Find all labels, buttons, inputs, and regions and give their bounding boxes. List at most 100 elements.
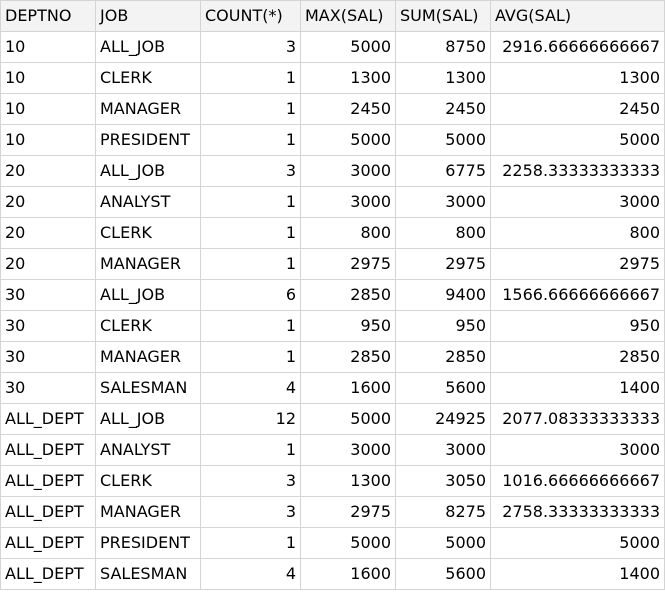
cell-sum-sal[interactable]: 2850 — [395, 341, 491, 373]
cell-count[interactable]: 1 — [200, 248, 301, 280]
table-row[interactable]: 30 CLERK 1 950 950 950 — [0, 310, 665, 342]
cell-job[interactable]: PRESIDENT — [95, 124, 201, 156]
cell-deptno[interactable]: ALL_DEPT — [0, 465, 96, 497]
cell-max-sal[interactable]: 800 — [300, 217, 396, 249]
cell-deptno[interactable]: ALL_DEPT — [0, 496, 96, 528]
cell-avg-sal[interactable]: 950 — [490, 310, 665, 342]
table-row[interactable]: 30 MANAGER 1 2850 2850 2850 — [0, 341, 665, 373]
cell-sum-sal[interactable]: 2975 — [395, 248, 491, 280]
cell-deptno[interactable]: 30 — [0, 341, 96, 373]
cell-avg-sal[interactable]: 5000 — [490, 124, 665, 156]
cell-sum-sal[interactable]: 8750 — [395, 31, 491, 63]
cell-avg-sal[interactable]: 2850 — [490, 341, 665, 373]
cell-count[interactable]: 1 — [200, 186, 301, 218]
column-header-count[interactable]: COUNT(*) — [200, 0, 301, 32]
table-row[interactable]: 10 CLERK 1 1300 1300 1300 — [0, 62, 665, 94]
cell-avg-sal[interactable]: 1400 — [490, 558, 665, 590]
cell-sum-sal[interactable]: 9400 — [395, 279, 491, 311]
cell-avg-sal[interactable]: 3000 — [490, 434, 665, 466]
cell-count[interactable]: 1 — [200, 527, 301, 559]
cell-job[interactable]: CLERK — [95, 62, 201, 94]
cell-max-sal[interactable]: 5000 — [300, 403, 396, 435]
cell-count[interactable]: 1 — [200, 434, 301, 466]
cell-job[interactable]: ALL_JOB — [95, 403, 201, 435]
cell-max-sal[interactable]: 2850 — [300, 341, 396, 373]
cell-max-sal[interactable]: 2850 — [300, 279, 396, 311]
cell-deptno[interactable]: 20 — [0, 186, 96, 218]
table-row[interactable]: 30 ALL_JOB 6 2850 9400 1566.66666666667 — [0, 279, 665, 311]
cell-job[interactable]: SALESMAN — [95, 372, 201, 404]
cell-count[interactable]: 3 — [200, 155, 301, 187]
table-row[interactable]: 30 SALESMAN 4 1600 5600 1400 — [0, 372, 665, 404]
cell-avg-sal[interactable]: 800 — [490, 217, 665, 249]
table-row[interactable]: 10 PRESIDENT 1 5000 5000 5000 — [0, 124, 665, 156]
table-row[interactable]: 10 MANAGER 1 2450 2450 2450 — [0, 93, 665, 125]
cell-sum-sal[interactable]: 3000 — [395, 434, 491, 466]
column-header-max-sal[interactable]: MAX(SAL) — [300, 0, 396, 32]
cell-job[interactable]: MANAGER — [95, 248, 201, 280]
cell-count[interactable]: 3 — [200, 496, 301, 528]
cell-job[interactable]: CLERK — [95, 465, 201, 497]
cell-deptno[interactable]: 30 — [0, 279, 96, 311]
cell-avg-sal[interactable]: 1016.66666666667 — [490, 465, 665, 497]
cell-max-sal[interactable]: 3000 — [300, 186, 396, 218]
table-row[interactable]: ALL_DEPT ANALYST 1 3000 3000 3000 — [0, 434, 665, 466]
cell-max-sal[interactable]: 5000 — [300, 31, 396, 63]
cell-avg-sal[interactable]: 1300 — [490, 62, 665, 94]
cell-count[interactable]: 6 — [200, 279, 301, 311]
table-row[interactable]: 20 MANAGER 1 2975 2975 2975 — [0, 248, 665, 280]
cell-count[interactable]: 3 — [200, 31, 301, 63]
column-header-sum-sal[interactable]: SUM(SAL) — [395, 0, 491, 32]
cell-max-sal[interactable]: 2975 — [300, 496, 396, 528]
cell-deptno[interactable]: ALL_DEPT — [0, 434, 96, 466]
cell-job[interactable]: CLERK — [95, 217, 201, 249]
cell-job[interactable]: CLERK — [95, 310, 201, 342]
table-row[interactable]: 20 ANALYST 1 3000 3000 3000 — [0, 186, 665, 218]
cell-job[interactable]: SALESMAN — [95, 558, 201, 590]
cell-avg-sal[interactable]: 2758.33333333333 — [490, 496, 665, 528]
cell-count[interactable]: 1 — [200, 93, 301, 125]
cell-job[interactable]: PRESIDENT — [95, 527, 201, 559]
cell-sum-sal[interactable]: 800 — [395, 217, 491, 249]
cell-deptno[interactable]: 20 — [0, 217, 96, 249]
cell-avg-sal[interactable]: 2916.66666666667 — [490, 31, 665, 63]
cell-deptno[interactable]: ALL_DEPT — [0, 527, 96, 559]
cell-job[interactable]: ALL_JOB — [95, 279, 201, 311]
cell-max-sal[interactable]: 3000 — [300, 155, 396, 187]
cell-sum-sal[interactable]: 5000 — [395, 527, 491, 559]
cell-count[interactable]: 1 — [200, 124, 301, 156]
cell-deptno[interactable]: ALL_DEPT — [0, 403, 96, 435]
table-row[interactable]: ALL_DEPT MANAGER 3 2975 8275 2758.33333333333 — [0, 496, 665, 528]
cell-sum-sal[interactable]: 5600 — [395, 372, 491, 404]
cell-avg-sal[interactable]: 2450 — [490, 93, 665, 125]
cell-job[interactable]: MANAGER — [95, 93, 201, 125]
cell-job[interactable]: MANAGER — [95, 496, 201, 528]
cell-deptno[interactable]: 10 — [0, 62, 96, 94]
cell-avg-sal[interactable]: 1566.66666666667 — [490, 279, 665, 311]
cell-count[interactable]: 1 — [200, 217, 301, 249]
cell-deptno[interactable]: ALL_DEPT — [0, 558, 96, 590]
table-row[interactable]: ALL_DEPT CLERK 3 1300 3050 1016.66666666667 — [0, 465, 665, 497]
cell-max-sal[interactable]: 950 — [300, 310, 396, 342]
column-header-avg-sal[interactable]: AVG(SAL) — [490, 0, 665, 32]
cell-max-sal[interactable]: 1600 — [300, 372, 396, 404]
cell-job[interactable]: MANAGER — [95, 341, 201, 373]
cell-count[interactable]: 1 — [200, 341, 301, 373]
cell-sum-sal[interactable]: 950 — [395, 310, 491, 342]
cell-sum-sal[interactable]: 1300 — [395, 62, 491, 94]
cell-max-sal[interactable]: 1300 — [300, 62, 396, 94]
cell-deptno[interactable]: 10 — [0, 93, 96, 125]
cell-count[interactable]: 12 — [200, 403, 301, 435]
cell-sum-sal[interactable]: 6775 — [395, 155, 491, 187]
cell-deptno[interactable]: 10 — [0, 31, 96, 63]
cell-count[interactable]: 4 — [200, 558, 301, 590]
column-header-job[interactable]: JOB — [95, 0, 201, 32]
cell-deptno[interactable]: 20 — [0, 155, 96, 187]
table-row[interactable]: ALL_DEPT ALL_JOB 12 5000 24925 2077.083333333… — [0, 403, 665, 435]
cell-avg-sal[interactable]: 2077.08333333333 — [490, 403, 665, 435]
cell-sum-sal[interactable]: 24925 — [395, 403, 491, 435]
cell-count[interactable]: 3 — [200, 465, 301, 497]
cell-avg-sal[interactable]: 1400 — [490, 372, 665, 404]
cell-deptno[interactable]: 30 — [0, 310, 96, 342]
cell-count[interactable]: 1 — [200, 62, 301, 94]
